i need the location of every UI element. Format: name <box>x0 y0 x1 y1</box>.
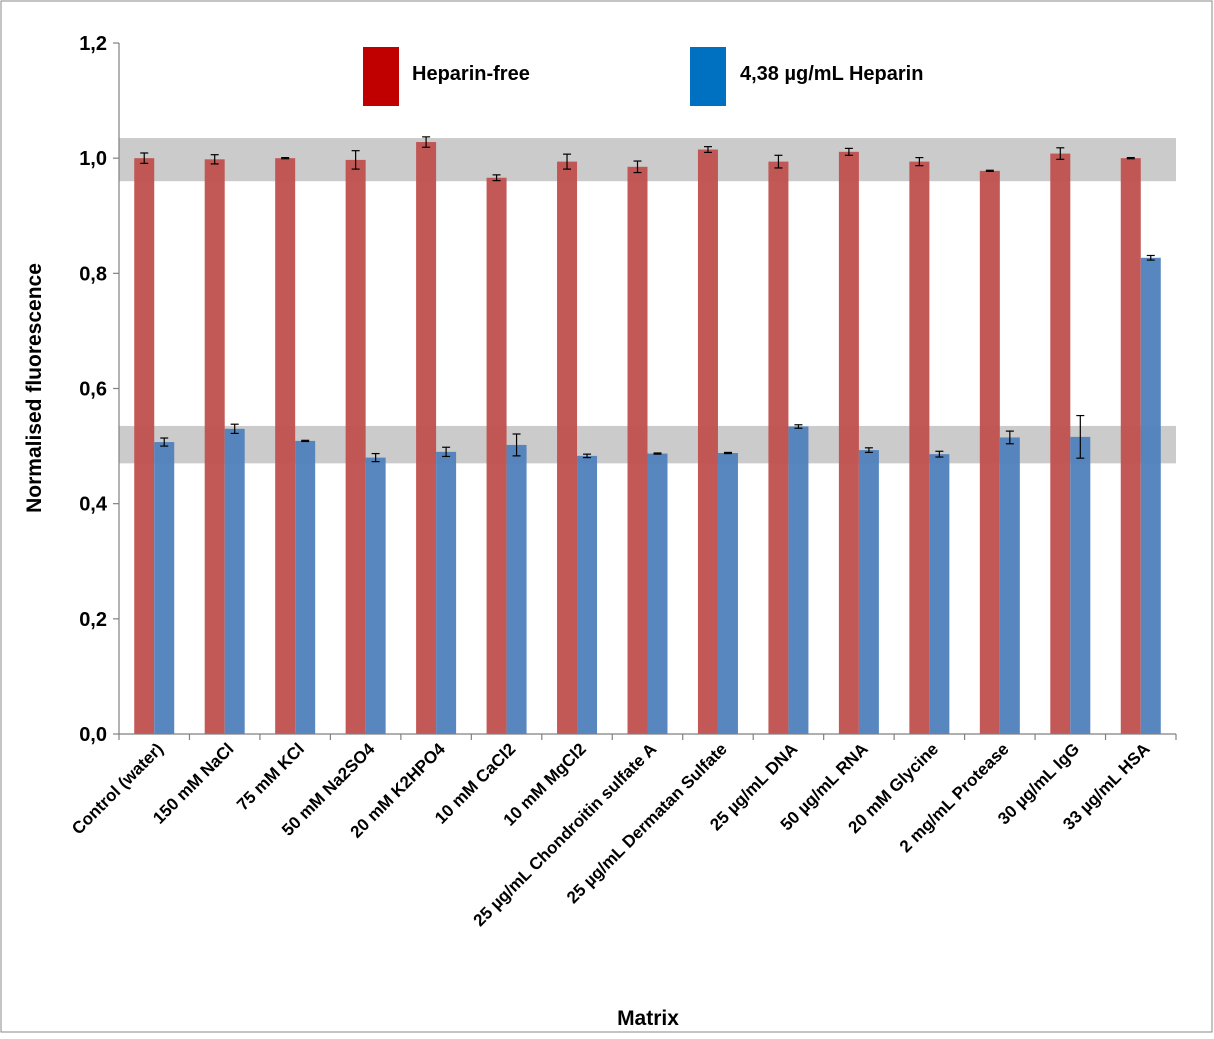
error-bar-heparin-8 <box>653 452 662 455</box>
error-bar-heparin-free-4 <box>351 150 360 170</box>
bar-heparin-free-4 <box>345 159 366 734</box>
error-bar-heparin-11 <box>864 447 873 454</box>
bar-heparin-3 <box>295 440 316 734</box>
bar-heparin-free-12 <box>909 161 930 734</box>
y-tick-label: 0,0 <box>79 724 107 746</box>
bar-heparin-11 <box>858 450 879 734</box>
error-bar-heparin-15 <box>1146 254 1155 261</box>
error-bars-layer <box>140 136 1155 463</box>
bar-heparin-13 <box>999 437 1020 734</box>
bar-heparin-15 <box>1140 257 1161 734</box>
error-bar-heparin-free-6 <box>492 174 501 182</box>
bar-heparin-4 <box>365 457 386 734</box>
bar-heparin-free-15 <box>1120 158 1141 734</box>
error-bar-heparin-12 <box>935 450 944 458</box>
bar-heparin-9 <box>717 452 738 734</box>
error-bar-heparin-free-15 <box>1126 156 1135 160</box>
bar-heparin-free-7 <box>557 161 578 734</box>
bar-heparin-free-14 <box>1050 153 1071 734</box>
error-bar-heparin-free-7 <box>563 153 572 170</box>
error-bar-heparin-free-5 <box>422 136 431 148</box>
y-tick-label: 0,6 <box>79 379 107 401</box>
error-bar-heparin-9 <box>723 451 732 455</box>
bar-heparin-10 <box>788 426 809 734</box>
bar-heparin-free-9 <box>697 149 718 734</box>
bar-heparin-2 <box>224 428 245 734</box>
error-bar-heparin-1 <box>160 437 169 447</box>
bar-heparin-7 <box>577 455 598 734</box>
error-bar-heparin-free-12 <box>915 156 924 167</box>
error-bar-heparin-free-13 <box>985 169 994 173</box>
y-tick-label: 0,2 <box>79 609 107 631</box>
error-bar-heparin-free-9 <box>703 146 712 154</box>
bar-heparin-1 <box>154 442 175 734</box>
y-tick-label: 1,0 <box>79 148 107 170</box>
error-bar-heparin-free-1 <box>140 152 149 164</box>
error-bar-heparin-3 <box>301 439 310 443</box>
error-bar-heparin-free-14 <box>1056 147 1065 160</box>
bar-heparin-free-8 <box>627 166 648 734</box>
legend-label-1: Heparin-free <box>412 63 530 85</box>
y-tick-label: 0,8 <box>79 263 107 285</box>
error-bar-heparin-free-11 <box>844 147 853 156</box>
error-bar-heparin-5 <box>442 446 451 458</box>
y-tick-label: 0,4 <box>79 494 108 516</box>
error-bar-heparin-6 <box>512 433 521 457</box>
error-bar-heparin-13 <box>1005 430 1014 445</box>
bar-heparin-12 <box>929 454 950 734</box>
bar-heparin-free-10 <box>768 161 789 734</box>
bar-heparin-free-13 <box>979 170 1000 734</box>
error-bar-heparin-4 <box>371 452 380 463</box>
error-bar-heparin-free-10 <box>774 154 783 169</box>
bar-heparin-6 <box>506 444 527 734</box>
bar-heparin-14 <box>1070 436 1091 734</box>
bar-heparin-free-11 <box>838 151 859 734</box>
legend-label-2: 4,38 µg/mL Heparin <box>740 63 923 85</box>
legend-swatch-1 <box>363 47 399 106</box>
bar-heparin-8 <box>647 453 668 734</box>
error-bar-heparin-7 <box>583 453 592 459</box>
bar-heparin-free-5 <box>416 142 437 734</box>
x-axis-label: Matrix <box>617 1007 679 1030</box>
y-axis-label: Normalised fluorescence <box>23 263 46 513</box>
error-bar-heparin-2 <box>230 423 239 435</box>
error-bar-heparin-10 <box>794 424 803 429</box>
bar-heparin-5 <box>436 451 457 734</box>
bar-heparin-free-1 <box>134 158 155 734</box>
error-bar-heparin-free-8 <box>633 160 642 174</box>
bar-heparin-free-3 <box>275 158 296 734</box>
error-bar-heparin-14 <box>1076 414 1085 459</box>
error-bar-heparin-free-3 <box>281 156 290 160</box>
legend-swatch-2 <box>690 47 726 106</box>
y-tick-label: 1,2 <box>79 33 107 55</box>
error-bar-heparin-free-2 <box>210 154 219 165</box>
bar-heparin-free-6 <box>486 177 507 734</box>
bars-layer <box>134 142 1161 734</box>
bar-heparin-free-2 <box>204 159 225 734</box>
legend: Heparin-free 4,38 µg/mL Heparin <box>363 47 923 106</box>
